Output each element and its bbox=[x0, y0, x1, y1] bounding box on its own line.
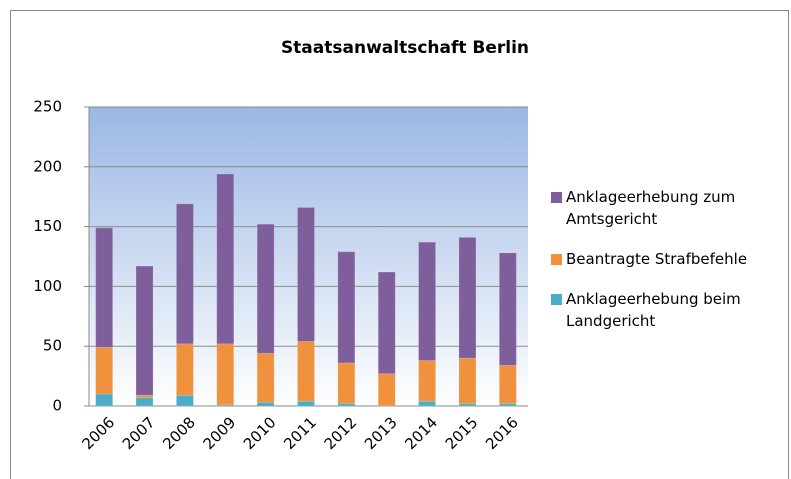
legend-item: Beantragte Strafbefehle bbox=[548, 248, 783, 270]
legend-label: Beantragte Strafbefehle bbox=[566, 250, 748, 268]
chart-title: Staatsanwaltschaft Berlin bbox=[281, 38, 529, 58]
bar-segment bbox=[256, 223, 275, 354]
bar-segment bbox=[377, 373, 396, 407]
bar-segment bbox=[216, 343, 235, 406]
x-tick-label: 2009 bbox=[200, 413, 240, 453]
y-tick-label: 50 bbox=[43, 337, 62, 355]
y-tick-label: 0 bbox=[52, 397, 62, 415]
bar-segment bbox=[297, 400, 315, 407]
x-tick-label: 2012 bbox=[321, 413, 361, 453]
x-tick-label: 2011 bbox=[280, 413, 320, 453]
x-tick-label: 2016 bbox=[482, 413, 522, 453]
frame-border bbox=[10, 10, 789, 479]
x-tick-label: 2008 bbox=[159, 413, 199, 453]
bar-segment bbox=[175, 203, 194, 345]
bar-segment bbox=[458, 236, 477, 359]
y-tick-label: 200 bbox=[33, 157, 62, 175]
legend-label: Anklageerhebung zum Amtsgericht bbox=[566, 188, 736, 228]
bar-segment bbox=[95, 227, 114, 348]
bar-segment bbox=[337, 362, 356, 405]
bar-segment bbox=[135, 397, 154, 407]
bar-segment bbox=[175, 394, 194, 407]
x-tick-label: 2014 bbox=[401, 413, 441, 453]
bar-segment bbox=[95, 346, 114, 395]
legend-swatch bbox=[551, 294, 562, 305]
bar-segment bbox=[377, 271, 396, 375]
bar-segment bbox=[135, 265, 154, 396]
legend: Anklageerhebung zum Amtsgericht Beantragt… bbox=[548, 186, 783, 350]
legend-item: Anklageerhebung zum Amtsgericht bbox=[548, 186, 783, 230]
bar-segment bbox=[175, 343, 194, 396]
bar-segment bbox=[498, 252, 517, 366]
legend-swatch bbox=[551, 254, 562, 265]
bar-segment bbox=[95, 393, 114, 407]
bar-segment bbox=[458, 357, 477, 405]
bar-segment bbox=[418, 400, 437, 407]
bar-segment bbox=[418, 241, 437, 362]
y-tick-label: 150 bbox=[33, 217, 62, 235]
x-tick-label: 2013 bbox=[361, 413, 401, 453]
bar-segment bbox=[256, 352, 275, 403]
y-tick-label: 100 bbox=[33, 277, 62, 295]
legend-label: Anklageerhebung beim Landgericht bbox=[566, 290, 741, 330]
bar-segment bbox=[256, 401, 275, 407]
bar-segment bbox=[297, 340, 315, 402]
x-tick-label: 2006 bbox=[78, 413, 118, 453]
x-tick-label: 2015 bbox=[442, 413, 482, 453]
legend-swatch bbox=[551, 192, 562, 203]
x-tick-label: 2010 bbox=[240, 413, 280, 453]
bar-segment bbox=[216, 173, 235, 345]
bar-segment bbox=[297, 206, 315, 342]
legend-item: Anklageerhebung beim Landgericht bbox=[548, 288, 783, 332]
bar-segment bbox=[498, 364, 517, 405]
y-tick-label: 250 bbox=[33, 98, 62, 116]
bar-segment bbox=[418, 360, 437, 402]
x-tick-label: 2007 bbox=[119, 413, 159, 453]
bar-segment bbox=[337, 251, 356, 364]
